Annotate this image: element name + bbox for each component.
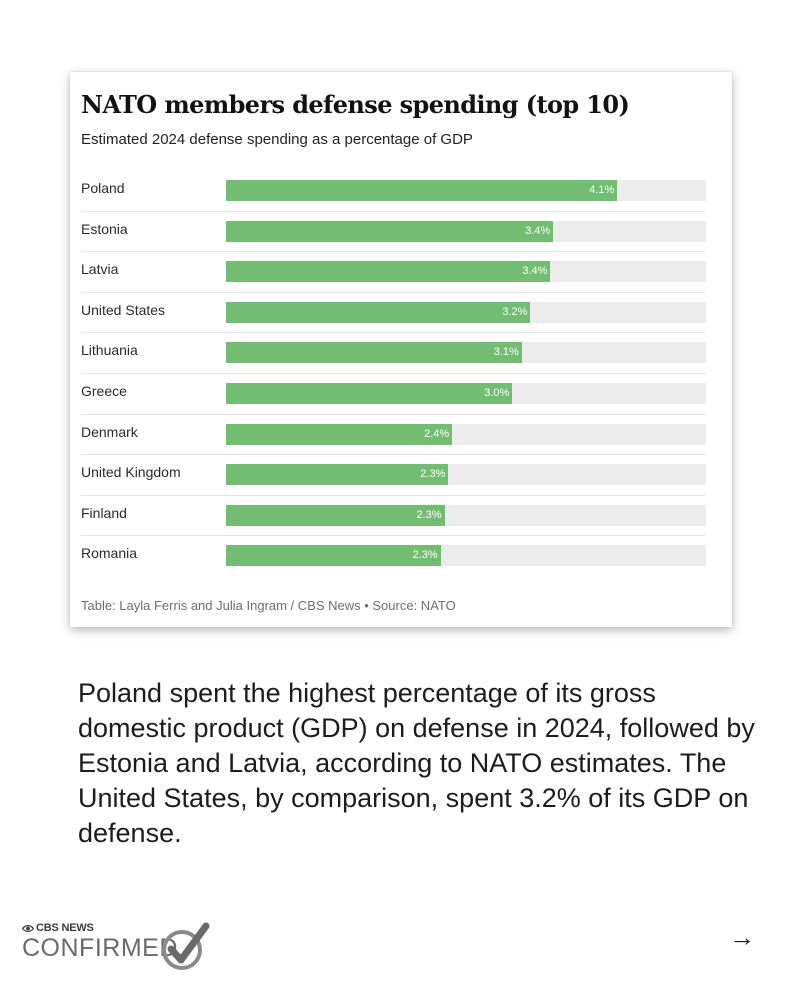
- bar: 3.4%: [226, 261, 551, 283]
- bar: 4.1%: [226, 180, 618, 201]
- chart-row: Finland 2.3%: [70, 494, 732, 536]
- bar: 3.1%: [226, 342, 522, 364]
- category-label: United States: [81, 301, 166, 318]
- bar: 3.2%: [226, 301, 531, 323]
- caption-text: Poland spent the highest percentage of i…: [78, 678, 755, 848]
- category-label: Greece: [81, 383, 127, 399]
- bar: 2.3%: [226, 464, 449, 486]
- chart-row: Lithuania 3.1%: [70, 332, 732, 373]
- row-divider: [81, 454, 706, 456]
- data-label: 4.1%: [589, 184, 615, 196]
- row-divider: [81, 373, 706, 374]
- bar: 2.4%: [226, 423, 453, 445]
- bar-chart: Poland 4.1% Estonia 3.4% Latvia 3.4% United St…: [70, 72, 732, 627]
- bar: 2.3%: [226, 545, 441, 567]
- data-label: 2.4%: [424, 427, 450, 440]
- data-label: 3.4%: [525, 224, 551, 237]
- bar: 2.3%: [226, 504, 445, 526]
- category-label: Romania: [81, 545, 138, 562]
- checkmark-icon: [162, 922, 210, 970]
- bar-track: 2.3%: [226, 545, 706, 567]
- data-label: 2.3%: [416, 508, 442, 521]
- chart-row: United States 3.2%: [70, 291, 732, 333]
- data-label: 2.3%: [420, 468, 446, 481]
- logo-top-line: CBS NEWS: [22, 922, 94, 934]
- data-label: 3.1%: [493, 346, 519, 359]
- chart-subtitle: Estimated 2024 defense spending as a per…: [81, 131, 473, 148]
- cbs-eye-icon: [22, 924, 34, 932]
- chart-row: Denmark 2.4%: [70, 413, 732, 455]
- chart-footer: Table: Layla Ferris and Julia Ingram / C…: [81, 598, 456, 613]
- row-divider: [81, 251, 706, 253]
- bar-track: 2.4%: [226, 423, 706, 445]
- bar-track: 3.4%: [226, 220, 706, 242]
- row-divider: [81, 413, 706, 415]
- logo-bottom-text: CONFIRMED: [22, 934, 178, 962]
- bar-track: 3.2%: [226, 301, 706, 323]
- row-divider: [81, 291, 706, 293]
- chart-title: NATO members defense spending (top 10): [81, 90, 630, 119]
- chart-row: Romania 2.3%: [70, 535, 732, 576]
- category-label: Latvia: [81, 261, 119, 278]
- category-label: Finland: [81, 504, 127, 521]
- category-label: Lithuania: [81, 342, 138, 359]
- data-label: 3.4%: [522, 265, 548, 278]
- chart-row: United Kingdom 2.3%: [70, 454, 732, 495]
- chart-row: Estonia 3.4%: [70, 210, 732, 252]
- bar-track: 3.4%: [226, 261, 706, 283]
- chart-row: Poland 4.1%: [70, 170, 732, 211]
- data-label: 3.0%: [484, 387, 510, 399]
- bar-track: 2.3%: [226, 464, 706, 486]
- row-divider: [81, 332, 706, 334]
- bar-track: 3.0%: [226, 383, 706, 404]
- next-arrow-icon[interactable]: →: [729, 922, 755, 952]
- bar-track: 2.3%: [226, 504, 706, 526]
- chart-row: Latvia 3.4%: [70, 251, 732, 292]
- bar-track: 4.1%: [226, 180, 706, 201]
- chart-row: Greece 3.0%: [70, 373, 732, 414]
- chart-card: NATO members defense spending (top 10) E…: [70, 72, 732, 627]
- bar-track: 3.1%: [226, 342, 706, 364]
- data-label: 3.2%: [502, 305, 528, 318]
- category-label: Denmark: [81, 423, 138, 440]
- row-divider: [81, 535, 706, 537]
- category-label: Poland: [81, 180, 125, 196]
- category-label: Estonia: [81, 220, 128, 237]
- cbs-news-confirmed-logo: CBS NEWS CONFIRMED: [22, 918, 222, 978]
- row-divider: [81, 210, 706, 212]
- bar: 3.0%: [226, 383, 513, 404]
- bar: 3.4%: [226, 220, 554, 242]
- category-label: United Kingdom: [81, 464, 181, 481]
- row-divider: [81, 494, 706, 496]
- data-label: 2.3%: [412, 549, 438, 562]
- logo-top-text: CBS NEWS: [36, 922, 94, 934]
